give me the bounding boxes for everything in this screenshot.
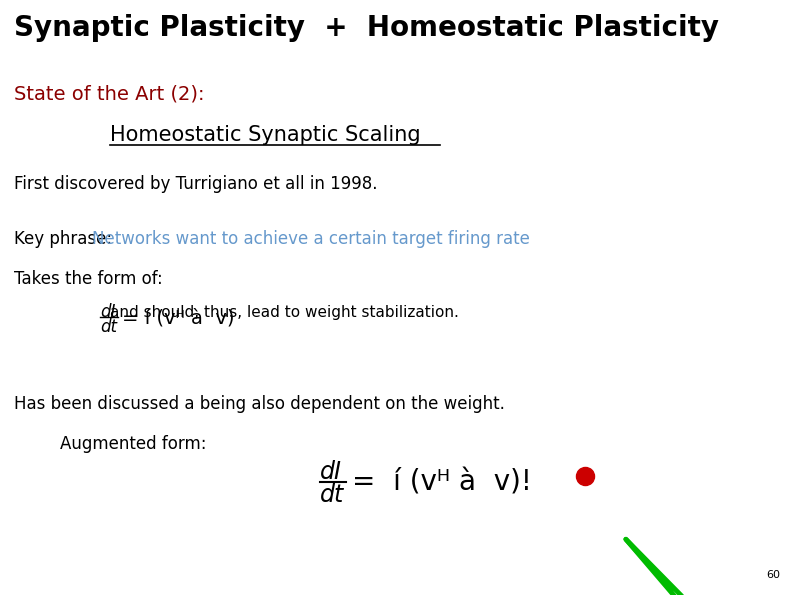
Text: dt: dt (100, 318, 117, 336)
Text: dI: dI (100, 303, 115, 321)
Text: First discovered by Turrigiano et all in 1998.: First discovered by Turrigiano et all in… (14, 175, 377, 193)
Text: 60: 60 (766, 570, 780, 580)
Text: Takes the form of:: Takes the form of: (14, 270, 163, 288)
Text: Augmented form:: Augmented form: (60, 435, 206, 453)
Text: = í (vᴴ à  v): = í (vᴴ à v) (122, 308, 234, 327)
Text: Key phrase:: Key phrase: (14, 230, 118, 248)
Text: dI: dI (320, 460, 342, 484)
Text: Has been discussed a being also dependent on the weight.: Has been discussed a being also dependen… (14, 395, 505, 413)
Text: State of the Art (2):: State of the Art (2): (14, 85, 205, 104)
Text: Networks want to achieve a certain target firing rate: Networks want to achieve a certain targe… (92, 230, 530, 248)
Text: =  í (vᴴ à  v)!: = í (vᴴ à v)! (352, 468, 532, 496)
Text: and should, thus, lead to weight stabilization.: and should, thus, lead to weight stabili… (110, 305, 459, 320)
Text: Homeostatic Synaptic Scaling: Homeostatic Synaptic Scaling (110, 125, 421, 145)
Text: Synaptic Plasticity  +  Homeostatic Plasticity: Synaptic Plasticity + Homeostatic Plasti… (14, 14, 719, 42)
Text: dt: dt (320, 483, 345, 507)
